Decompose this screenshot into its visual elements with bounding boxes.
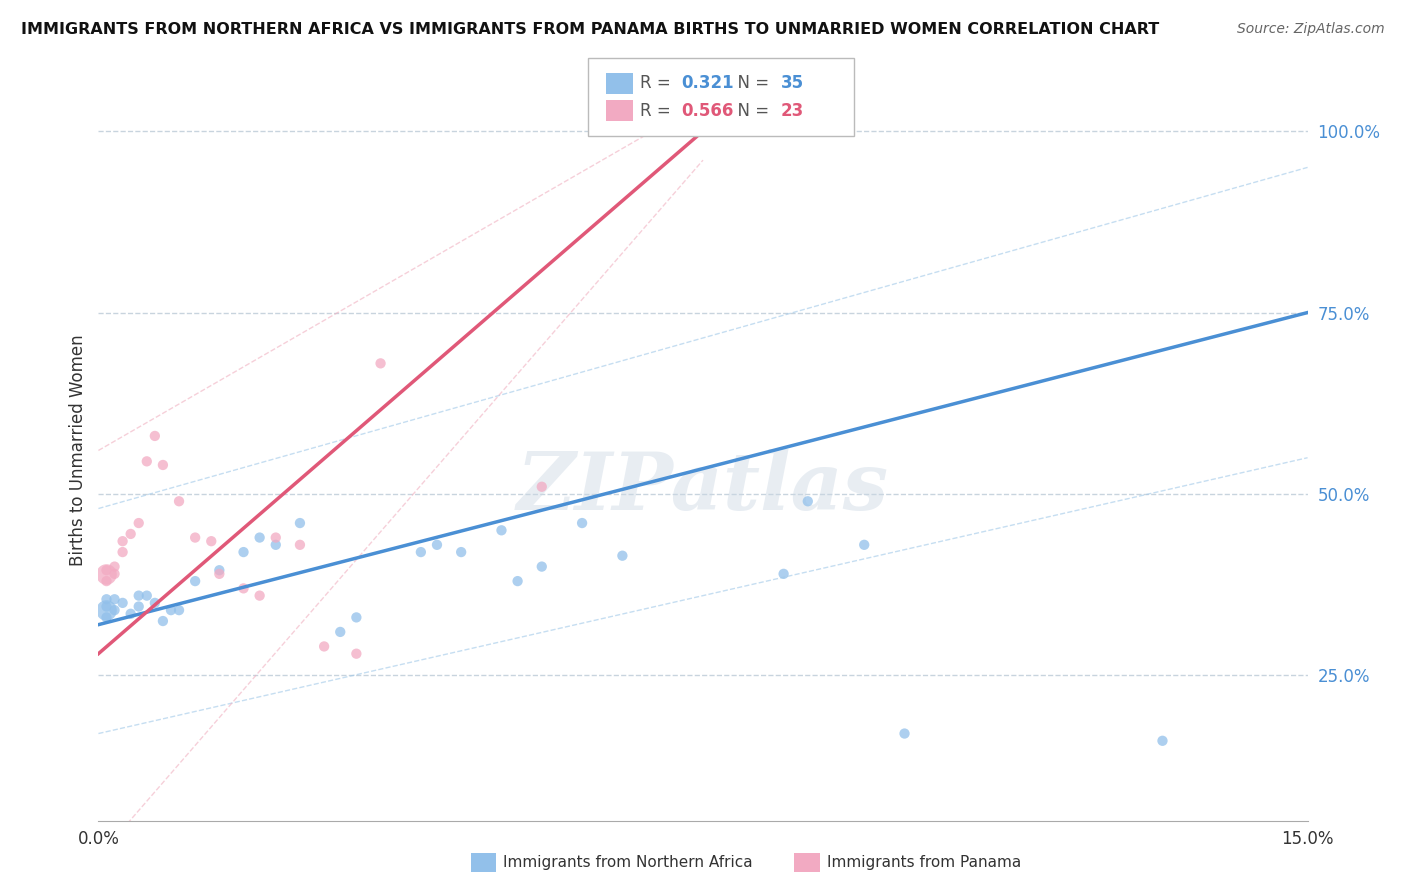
Point — [152, 458, 174, 472]
Point — [111, 534, 134, 549]
Point — [152, 614, 174, 628]
Point — [96, 610, 118, 624]
Point — [120, 527, 142, 541]
Point — [200, 534, 222, 549]
Point — [111, 596, 134, 610]
Text: IMMIGRANTS FROM NORTHERN AFRICA VS IMMIGRANTS FROM PANAMA BIRTHS TO UNMARRIED WO: IMMIGRANTS FROM NORTHERN AFRICA VS IMMIG… — [21, 22, 1160, 37]
Y-axis label: Births to Unmarried Women: Births to Unmarried Women — [69, 334, 87, 566]
Point — [314, 640, 336, 654]
Point — [160, 603, 183, 617]
Text: 35: 35 — [780, 74, 803, 92]
Point — [232, 582, 254, 596]
Point — [103, 592, 125, 607]
Text: Immigrants from Panama: Immigrants from Panama — [827, 855, 1021, 870]
Point — [288, 516, 311, 530]
Point — [853, 538, 876, 552]
Point — [506, 574, 529, 588]
Point — [128, 599, 150, 614]
Text: R =: R = — [640, 102, 676, 120]
Text: Source: ZipAtlas.com: Source: ZipAtlas.com — [1237, 22, 1385, 37]
Point — [184, 531, 207, 545]
Point — [249, 531, 271, 545]
FancyBboxPatch shape — [606, 100, 633, 121]
Point — [135, 589, 157, 603]
Text: 23: 23 — [780, 102, 804, 120]
Point — [249, 589, 271, 603]
Point — [772, 566, 794, 581]
Point — [128, 589, 150, 603]
Point — [571, 516, 593, 530]
Point — [96, 563, 118, 577]
FancyBboxPatch shape — [588, 58, 855, 136]
Point — [96, 566, 118, 581]
Point — [450, 545, 472, 559]
FancyBboxPatch shape — [606, 73, 633, 94]
Text: ZIPatlas: ZIPatlas — [517, 449, 889, 526]
Point — [530, 559, 553, 574]
Point — [344, 647, 367, 661]
Point — [426, 538, 449, 552]
Point — [232, 545, 254, 559]
Point — [893, 726, 915, 740]
Text: N =: N = — [727, 74, 775, 92]
Point — [103, 566, 125, 581]
Point — [344, 610, 367, 624]
Point — [167, 494, 190, 508]
Point — [612, 549, 634, 563]
Point — [120, 607, 142, 621]
Point — [103, 559, 125, 574]
Point — [288, 538, 311, 552]
Text: Immigrants from Northern Africa: Immigrants from Northern Africa — [503, 855, 754, 870]
Point — [329, 624, 352, 639]
Point — [96, 599, 118, 614]
Point — [96, 574, 118, 588]
Point — [96, 603, 118, 617]
Point — [797, 494, 820, 508]
Point — [370, 356, 392, 370]
Point — [530, 480, 553, 494]
Point — [128, 516, 150, 530]
Point — [111, 545, 134, 559]
Point — [1152, 733, 1174, 747]
Text: 0.566: 0.566 — [682, 102, 734, 120]
Point — [264, 538, 287, 552]
Text: 0.321: 0.321 — [682, 74, 734, 92]
Point — [103, 603, 125, 617]
Point — [491, 524, 513, 538]
Point — [167, 603, 190, 617]
Text: R =: R = — [640, 74, 676, 92]
Point — [143, 429, 166, 443]
Point — [264, 531, 287, 545]
Point — [208, 563, 231, 577]
Point — [184, 574, 207, 588]
Point — [96, 592, 118, 607]
Point — [409, 545, 432, 559]
Text: N =: N = — [727, 102, 775, 120]
Point — [143, 596, 166, 610]
Point — [135, 454, 157, 468]
Point — [208, 566, 231, 581]
